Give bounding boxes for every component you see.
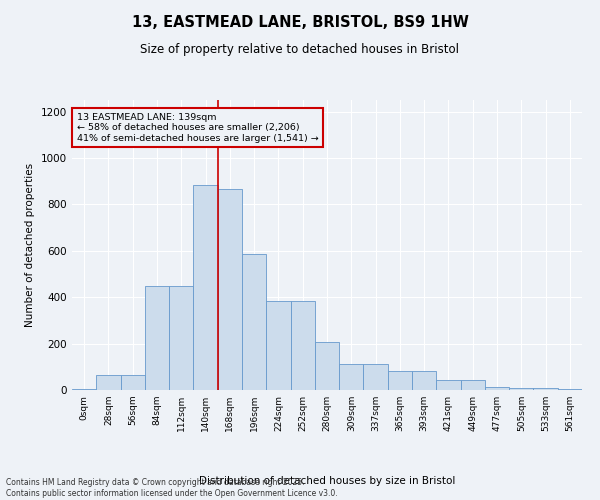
Bar [412, 372, 436, 390]
Bar [485, 386, 509, 390]
Bar [72, 389, 96, 390]
Y-axis label: Number of detached properties: Number of detached properties [25, 163, 35, 327]
Bar [339, 364, 364, 390]
Bar [121, 375, 145, 390]
Bar [364, 364, 388, 390]
Bar [509, 388, 533, 390]
Text: Size of property relative to detached houses in Bristol: Size of property relative to detached ho… [140, 42, 460, 56]
Bar [242, 254, 266, 390]
Bar [266, 300, 290, 390]
Bar [145, 286, 169, 390]
Bar [388, 372, 412, 390]
Bar [169, 286, 193, 390]
Bar [461, 380, 485, 390]
Text: 13, EASTMEAD LANE, BRISTOL, BS9 1HW: 13, EASTMEAD LANE, BRISTOL, BS9 1HW [131, 15, 469, 30]
Bar [290, 300, 315, 390]
Bar [193, 184, 218, 390]
Bar [436, 380, 461, 390]
Bar [315, 342, 339, 390]
Text: Contains HM Land Registry data © Crown copyright and database right 2025.
Contai: Contains HM Land Registry data © Crown c… [6, 478, 338, 498]
Bar [96, 375, 121, 390]
X-axis label: Distribution of detached houses by size in Bristol: Distribution of detached houses by size … [199, 476, 455, 486]
Bar [533, 388, 558, 390]
Bar [218, 190, 242, 390]
Text: 13 EASTMEAD LANE: 139sqm
← 58% of detached houses are smaller (2,206)
41% of sem: 13 EASTMEAD LANE: 139sqm ← 58% of detach… [77, 113, 319, 142]
